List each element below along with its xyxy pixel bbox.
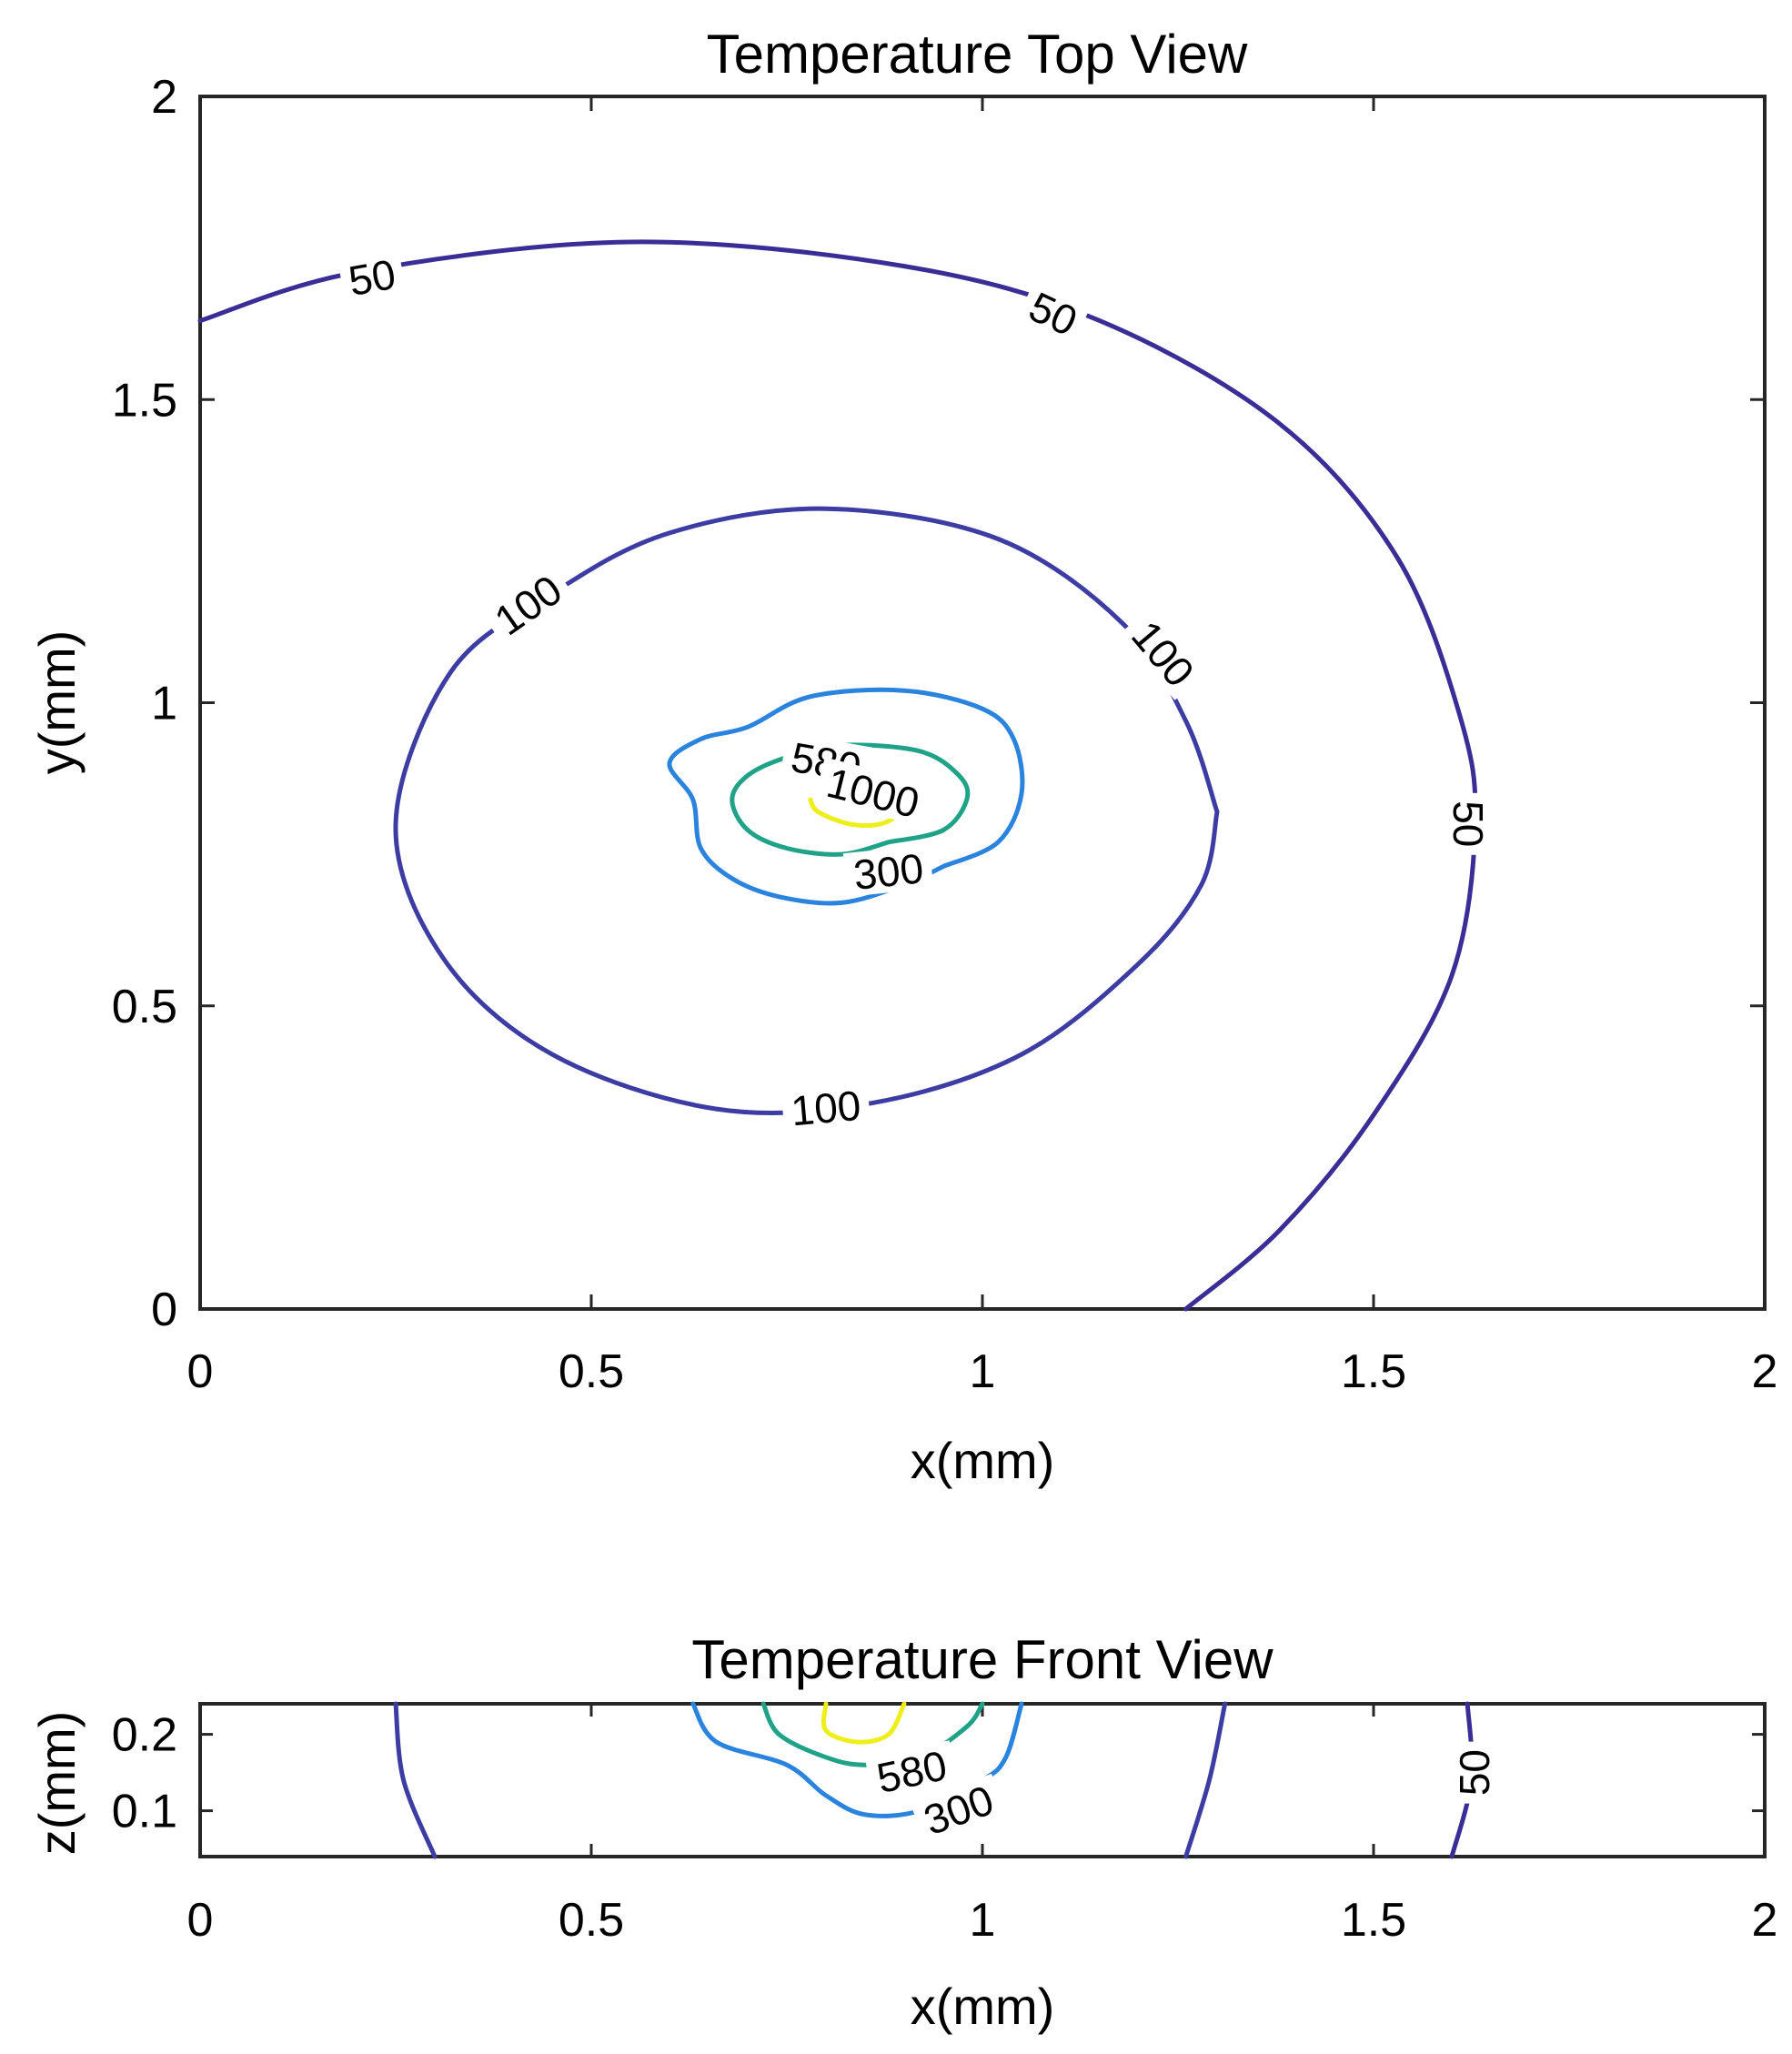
top-xtick-label: 2 <box>1752 1345 1778 1398</box>
top-contour-100 <box>393 506 1220 1116</box>
contour-label-background <box>814 757 933 827</box>
contour-label-background <box>337 249 407 304</box>
contour-label-background <box>910 1773 1007 1845</box>
front-contour-580 <box>760 1701 985 1767</box>
top-xtick-label: 0 <box>187 1345 214 1398</box>
top-view-ylabel: y(mm) <box>28 630 86 775</box>
contour-label-background <box>1451 1741 1495 1804</box>
top-contour-label-50: 50 <box>1445 792 1492 855</box>
front-ytick-label: 0.1 <box>112 1786 177 1838</box>
top-contour-label-100: 100 <box>780 1082 871 1134</box>
top-view-title: Temperature Top View <box>707 24 1248 85</box>
top-ytick-label: 1 <box>151 678 177 730</box>
front-xtick-label: 0 <box>187 1894 214 1947</box>
contour-label-background <box>780 1082 871 1133</box>
front-view-ylabel: z(mm) <box>28 1711 86 1856</box>
contour-label-text: 300 <box>851 844 926 899</box>
contour-label-text: 100 <box>789 1082 862 1134</box>
front-xtick-label: 1.5 <box>1341 1894 1406 1947</box>
top-xtick-label: 1.5 <box>1341 1345 1406 1398</box>
top-view-xlabel: x(mm) <box>911 1432 1055 1489</box>
contour-label-background <box>479 561 576 648</box>
front-xtick-label: 0.5 <box>559 1894 624 1947</box>
top-contour-300 <box>667 687 1025 906</box>
front-view-chart: Temperature Front View 0 0.5 1 1.5 2 0.10.2 … <box>28 1629 1777 2035</box>
top-view-plot-area <box>198 95 1767 1311</box>
front-ytick-label: 0.2 <box>112 1709 177 1762</box>
top-ytick-label: 0 <box>151 1284 177 1336</box>
top-xtick-label: 1 <box>970 1345 996 1398</box>
contour-label-background <box>864 1740 959 1801</box>
front-contour-1000 <box>820 1701 907 1745</box>
front-xtick-label: 1 <box>970 1894 996 1947</box>
front-contour-100 <box>393 1701 438 1859</box>
contour-label-background <box>1447 792 1492 855</box>
front-contour-300 <box>690 1701 1024 1818</box>
top-contour-50 <box>197 239 1478 1312</box>
front-contour-label-50: 50 <box>1451 1741 1498 1804</box>
top-contour-label-300: 300 <box>842 844 934 899</box>
front-contour-label-580: 580 <box>864 1740 959 1802</box>
top-contour-label-50: 50 <box>337 249 407 305</box>
top-contour-1000 <box>808 797 907 828</box>
top-xtick-label: 0.5 <box>559 1345 624 1398</box>
front-view-title: Temperature Front View <box>691 1629 1274 1690</box>
contour-label-background <box>1016 279 1092 347</box>
front-contour-100 <box>1183 1701 1228 1859</box>
top-ytick-label: 1.5 <box>112 374 177 427</box>
top-ytick-label: 2 <box>151 71 177 124</box>
contour-label-background <box>1119 606 1209 700</box>
top-ytick-label: 0.5 <box>112 981 177 1033</box>
contour-label-text: 50 <box>345 250 398 305</box>
top-view-chart: Temperature Top View 0 0.5 1 1.5 2 0 0.5 1 1.5 2… <box>28 24 1777 1489</box>
contour-label-background <box>842 844 934 897</box>
contour-label-text: 50 <box>1451 1749 1498 1796</box>
front-view-xlabel: x(mm) <box>911 1978 1055 2035</box>
contour-label-text: 50 <box>1445 800 1492 847</box>
front-xtick-label: 2 <box>1752 1894 1778 1947</box>
